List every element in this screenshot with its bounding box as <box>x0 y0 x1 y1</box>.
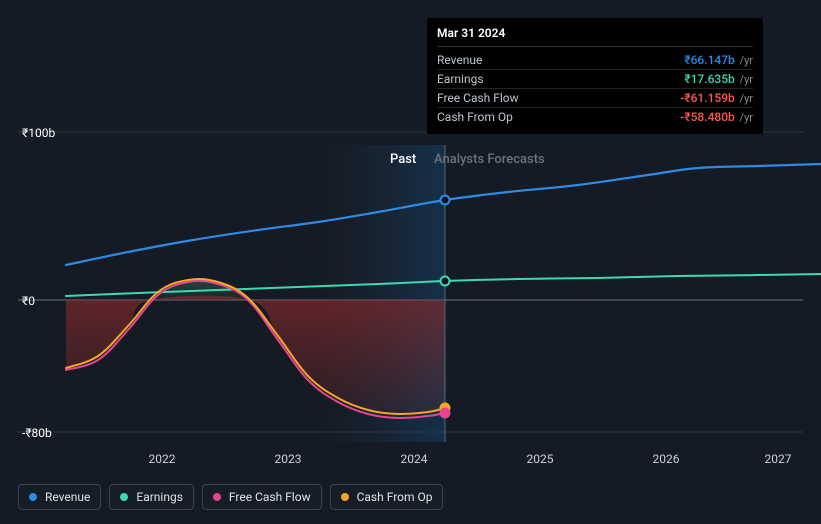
tooltip-row: Revenue ₹66.147b /yr <box>437 51 753 70</box>
x-axis-label: 2026 <box>653 452 680 466</box>
tooltip-metric-name: Earnings <box>437 72 484 86</box>
y-axis-label: ₹100b <box>22 126 55 140</box>
tooltip-date: Mar 31 2024 <box>437 26 753 47</box>
tooltip-metric-unit: /yr <box>737 111 753 124</box>
tooltip-row: Cash From Op -₹58.480b /yr <box>437 108 753 126</box>
chart-tooltip: Mar 31 2024 Revenue ₹66.147b /yr Earnings ₹… <box>427 18 763 134</box>
legend-item-cfo[interactable]: Cash From Op <box>330 484 444 510</box>
tooltip-metric-value: ₹17.635b <box>684 72 734 86</box>
x-axis-label: 2025 <box>527 452 554 466</box>
tooltip-metric-unit: /yr <box>737 92 753 105</box>
marker-revenue <box>441 196 450 205</box>
chart-legend: Revenue Earnings Free Cash Flow Cash From O… <box>18 484 443 510</box>
tooltip-metric-name: Cash From Op <box>437 110 513 124</box>
tooltip-metric-name: Revenue <box>437 53 482 67</box>
tooltip-row: Free Cash Flow -₹61.159b /yr <box>437 89 753 108</box>
marker-earnings <box>441 277 450 286</box>
legend-label: Free Cash Flow <box>229 490 311 504</box>
x-axis-label: 2022 <box>149 452 176 466</box>
marker-fcf <box>441 409 450 418</box>
x-axis-label: 2024 <box>401 452 428 466</box>
y-axis-label: -₹80b <box>22 426 52 440</box>
legend-dot-icon <box>213 493 221 501</box>
tooltip-metric-unit: /yr <box>737 73 753 86</box>
legend-item-fcf[interactable]: Free Cash Flow <box>202 484 322 510</box>
legend-label: Earnings <box>136 490 183 504</box>
legend-item-earnings[interactable]: Earnings <box>109 484 194 510</box>
tooltip-metric-value: ₹66.147b <box>684 53 734 67</box>
tooltip-metric-value: -₹61.159b <box>680 91 735 105</box>
legend-dot-icon <box>120 493 128 501</box>
forecast-label: Analysts Forecasts <box>434 152 545 167</box>
legend-dot-icon <box>29 493 37 501</box>
y-axis-label: ₹0 <box>22 294 35 308</box>
past-label: Past <box>390 152 416 167</box>
tooltip-metric-value: -₹58.480b <box>680 110 735 124</box>
tooltip-metric-unit: /yr <box>737 54 753 67</box>
x-axis-label: 2023 <box>275 452 302 466</box>
legend-label: Cash From Op <box>357 490 433 504</box>
legend-item-revenue[interactable]: Revenue <box>18 484 101 510</box>
tooltip-row: Earnings ₹17.635b /yr <box>437 70 753 89</box>
legend-label: Revenue <box>45 490 90 504</box>
tooltip-metric-name: Free Cash Flow <box>437 91 519 105</box>
x-axis-label: 2027 <box>765 452 792 466</box>
legend-dot-icon <box>341 493 349 501</box>
